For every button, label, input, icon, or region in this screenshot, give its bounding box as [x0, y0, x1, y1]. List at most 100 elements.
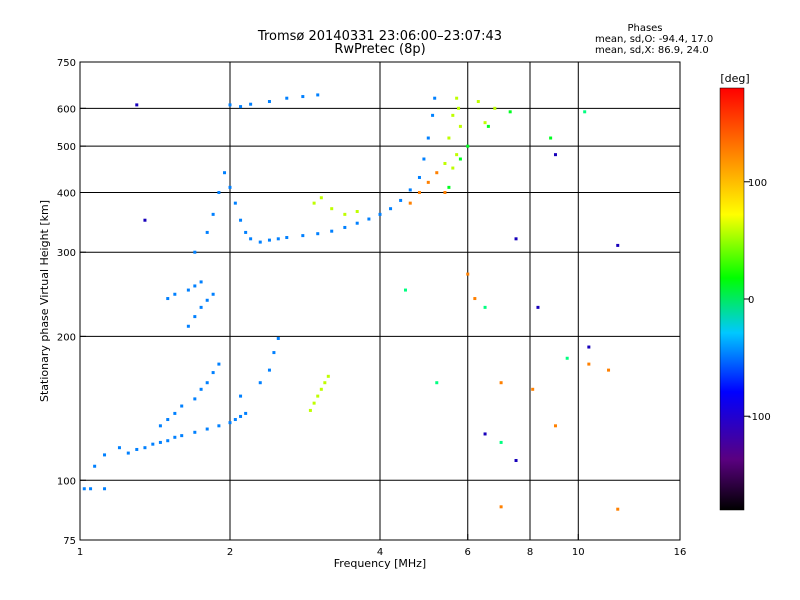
- data-point: [143, 218, 147, 222]
- data-point: [549, 136, 553, 140]
- stats-line-x: mean, sd,X: 86.9, 24.0: [595, 45, 709, 56]
- data-point: [583, 110, 587, 114]
- data-point: [607, 368, 611, 372]
- data-point: [616, 507, 620, 511]
- data-points: [82, 93, 620, 511]
- data-point: [508, 110, 512, 114]
- data-point: [417, 190, 421, 194]
- data-point: [186, 288, 190, 292]
- data-point: [249, 102, 253, 106]
- data-point: [205, 230, 209, 234]
- data-point: [451, 113, 455, 117]
- data-point: [466, 144, 470, 148]
- data-point: [455, 153, 459, 157]
- data-point: [323, 381, 327, 385]
- x-axis-label: Frequency [MHz]: [334, 557, 426, 570]
- stats-line-o: mean, sd,O: -94.4, 17.0: [595, 34, 713, 45]
- data-point: [319, 196, 323, 200]
- colorbar: [719, 87, 745, 511]
- data-point: [193, 430, 197, 434]
- data-point: [399, 198, 403, 202]
- data-point: [367, 217, 371, 221]
- data-point: [244, 230, 248, 234]
- data-point: [483, 121, 487, 125]
- data-point: [316, 232, 320, 236]
- data-point: [117, 446, 121, 450]
- x-tick-label: 1: [77, 547, 83, 558]
- chart-subtitle: RwPretec (8p): [334, 42, 425, 57]
- data-point: [433, 96, 437, 100]
- y-tick-label: 100: [57, 476, 76, 487]
- data-point: [267, 368, 271, 372]
- data-point: [228, 103, 232, 107]
- data-point: [422, 157, 426, 161]
- data-point: [466, 272, 470, 276]
- data-point: [233, 201, 237, 205]
- data-point: [301, 95, 305, 99]
- data-point: [223, 171, 227, 175]
- data-point: [258, 240, 262, 244]
- data-point: [417, 175, 421, 179]
- data-point: [457, 106, 461, 110]
- data-point: [483, 432, 487, 436]
- colorbar-tick-label: -100: [748, 412, 771, 423]
- data-point: [553, 153, 557, 157]
- data-point: [330, 229, 334, 233]
- data-point: [285, 96, 289, 100]
- data-point: [199, 305, 203, 309]
- y-tick-label: 600: [57, 104, 76, 115]
- data-point: [276, 336, 280, 340]
- data-point: [82, 487, 86, 491]
- data-point: [483, 305, 487, 309]
- data-point: [199, 387, 203, 391]
- y-axis-label: Stationary phase Virtual Height [km]: [38, 200, 51, 402]
- data-point: [431, 113, 435, 117]
- data-point: [514, 237, 518, 241]
- data-point: [166, 297, 170, 301]
- data-point: [126, 451, 130, 455]
- data-point: [499, 440, 503, 444]
- data-point: [514, 458, 518, 462]
- data-point: [443, 190, 447, 194]
- data-point: [180, 404, 184, 408]
- data-point: [205, 298, 209, 302]
- data-point: [408, 188, 412, 192]
- x-tick-label: 4: [377, 547, 383, 558]
- data-point: [447, 136, 451, 140]
- data-point: [330, 207, 334, 211]
- grid-lines: [80, 62, 680, 540]
- data-point: [473, 297, 477, 301]
- y-tick-label: 75: [63, 536, 76, 547]
- data-point: [443, 161, 447, 165]
- data-point: [239, 218, 243, 222]
- data-point: [435, 381, 439, 385]
- x-tick-label: 8: [527, 547, 533, 558]
- colorbar-label: [deg]: [720, 72, 749, 85]
- colorbar-ticks: 100 0 -100: [744, 178, 771, 423]
- data-point: [355, 221, 359, 225]
- data-point: [166, 418, 170, 422]
- data-point: [403, 288, 407, 292]
- data-point: [151, 442, 155, 446]
- data-point: [343, 225, 347, 229]
- data-point: [217, 190, 221, 194]
- data-point: [205, 381, 209, 385]
- data-point: [285, 236, 289, 240]
- data-point: [199, 280, 203, 284]
- data-point: [103, 487, 107, 491]
- data-point: [267, 238, 271, 242]
- data-point: [451, 166, 455, 170]
- data-point: [205, 427, 209, 431]
- data-point: [89, 487, 93, 491]
- data-point: [193, 315, 197, 319]
- x-tick-label: 16: [674, 547, 687, 558]
- data-point: [435, 171, 439, 175]
- data-point: [211, 371, 215, 375]
- data-point: [312, 201, 316, 205]
- y-axis-ticks: 75 100 200 300 400 500 600 750: [57, 58, 86, 547]
- data-point: [158, 440, 162, 444]
- data-point: [565, 356, 569, 360]
- data-point: [536, 305, 540, 309]
- y-tick-label: 750: [57, 58, 76, 69]
- data-point: [587, 362, 591, 366]
